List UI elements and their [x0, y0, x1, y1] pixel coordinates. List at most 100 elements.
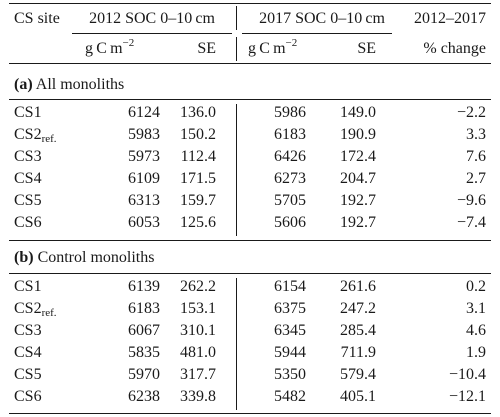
change-cell: 4.6	[466, 322, 486, 339]
header-site: CS site	[14, 10, 60, 27]
soc2012-cell: 5983	[128, 126, 160, 143]
section-b-label: Control monoliths	[37, 249, 155, 266]
site-cell: CS6	[14, 214, 42, 232]
soc2012-cell: 5835	[128, 344, 160, 361]
se2012-cell: 262.2	[180, 278, 216, 295]
section-a-label: All monoliths	[35, 76, 125, 93]
soc2017-cell: 6273	[274, 170, 306, 187]
soc2012-cell: 6238	[128, 388, 160, 405]
change-cell: −7.4	[456, 214, 486, 231]
header-separator-a	[236, 6, 237, 30]
soc2012-cell: 6139	[128, 278, 160, 295]
site-cell: CS5	[14, 192, 42, 210]
se2012-cell: 159.7	[180, 192, 216, 209]
section-a-rule	[9, 99, 491, 100]
bottom-rule	[9, 413, 491, 415]
unit-2012-exponent: −2	[122, 37, 135, 49]
se2012-cell: 150.2	[180, 126, 216, 143]
soc2012-cell: 6109	[128, 170, 160, 187]
site-name: CS4	[14, 170, 42, 187]
se2017-cell: 261.6	[340, 278, 376, 295]
se2017-cell: 285.4	[340, 322, 376, 339]
site-name: CS1	[14, 104, 42, 121]
change-cell: −12.1	[448, 388, 486, 405]
section-b-title: (b) Control monoliths	[14, 249, 154, 267]
se2017-cell: 405.1	[340, 388, 376, 405]
soc2017-cell: 6183	[274, 126, 306, 143]
change-cell: 2.7	[466, 170, 486, 187]
unit-2017: g C m−2	[248, 38, 297, 58]
header-2017: 2017 SOC 0–10 cm	[259, 10, 385, 27]
soc2017-cell: 6345	[274, 322, 306, 339]
site-cell: CS3	[14, 322, 42, 340]
change-cell: −10.4	[448, 366, 486, 383]
header-change: 2012–2017	[414, 10, 486, 27]
site-cell: CS3	[14, 148, 42, 166]
change-cell: 3.3	[466, 126, 486, 143]
se2017-cell: 172.4	[340, 148, 376, 165]
change-cell: 1.9	[466, 344, 486, 361]
soc2017-cell: 6375	[274, 300, 306, 317]
se2017-cell: 190.9	[340, 126, 376, 143]
se2017-cell: 192.7	[340, 214, 376, 231]
se2012-cell: 112.4	[180, 148, 216, 165]
site-name: CS2	[14, 300, 42, 317]
soc2017-cell: 5944	[274, 344, 306, 361]
site-cell: CS2ref.	[14, 126, 57, 145]
site-name: CS5	[14, 192, 42, 209]
site-cell: CS6	[14, 388, 42, 406]
pct-change-header: % change	[423, 40, 486, 57]
se2012-cell: 317.7	[180, 366, 216, 383]
se2012-cell: 125.6	[180, 214, 216, 231]
body-separator-b	[236, 278, 237, 410]
se2017-cell: 204.7	[340, 170, 376, 187]
soc2012-cell: 6183	[128, 300, 160, 317]
body-separator-a	[236, 104, 237, 236]
soc2012-cell: 6313	[128, 192, 160, 209]
header-rule	[9, 63, 491, 64]
se2017-cell: 711.9	[340, 344, 376, 361]
site-cell: CS5	[14, 366, 42, 384]
se-2012-header: SE	[197, 40, 216, 57]
change-cell: −2.2	[456, 104, 486, 121]
site-cell: CS4	[14, 170, 42, 188]
top-rule	[9, 3, 491, 5]
se2017-cell: 192.7	[340, 192, 376, 209]
site-cell: CS4	[14, 344, 42, 362]
section-divider-rule	[9, 240, 491, 241]
se2012-cell: 481.0	[180, 344, 216, 361]
se2012-cell: 339.8	[180, 388, 216, 405]
header-group-rule-2017	[242, 33, 392, 34]
header-2012: 2012 SOC 0–10 cm	[89, 10, 215, 27]
soc2017-cell: 6154	[274, 278, 306, 295]
section-b-rule	[9, 273, 491, 274]
section-b-letter: (b)	[14, 249, 34, 266]
site-name: CS1	[14, 278, 42, 295]
se2012-cell: 136.0	[180, 104, 216, 121]
section-a-title: (a) All monoliths	[14, 76, 124, 94]
soc2017-cell: 5482	[274, 388, 306, 405]
se2017-cell: 579.4	[340, 366, 376, 383]
site-cell: CS2ref.	[14, 300, 57, 319]
site-name: CS3	[14, 322, 42, 339]
unit-2012: g C m−2	[85, 37, 135, 58]
header-group-rule-2012	[72, 33, 232, 34]
soc2012-cell: 5970	[128, 366, 160, 383]
site-subscript: ref.	[41, 307, 57, 319]
change-cell: 3.1	[466, 300, 486, 317]
site-name: CS5	[14, 366, 42, 383]
change-cell: 7.6	[466, 148, 486, 165]
site-cell: CS1	[14, 278, 42, 296]
site-name: CS6	[14, 388, 42, 405]
soc2012-cell: 6124	[128, 104, 160, 121]
header-separator-b	[236, 37, 237, 61]
site-name: CS6	[14, 214, 42, 231]
change-cell: −9.6	[456, 192, 486, 209]
soc2017-cell: 5705	[274, 192, 306, 209]
soc2012-cell: 6067	[128, 322, 160, 339]
section-a-letter: (a)	[14, 76, 33, 93]
se2017-cell: 247.2	[340, 300, 376, 317]
site-name: CS4	[14, 344, 42, 361]
change-cell: 0.2	[466, 278, 486, 295]
